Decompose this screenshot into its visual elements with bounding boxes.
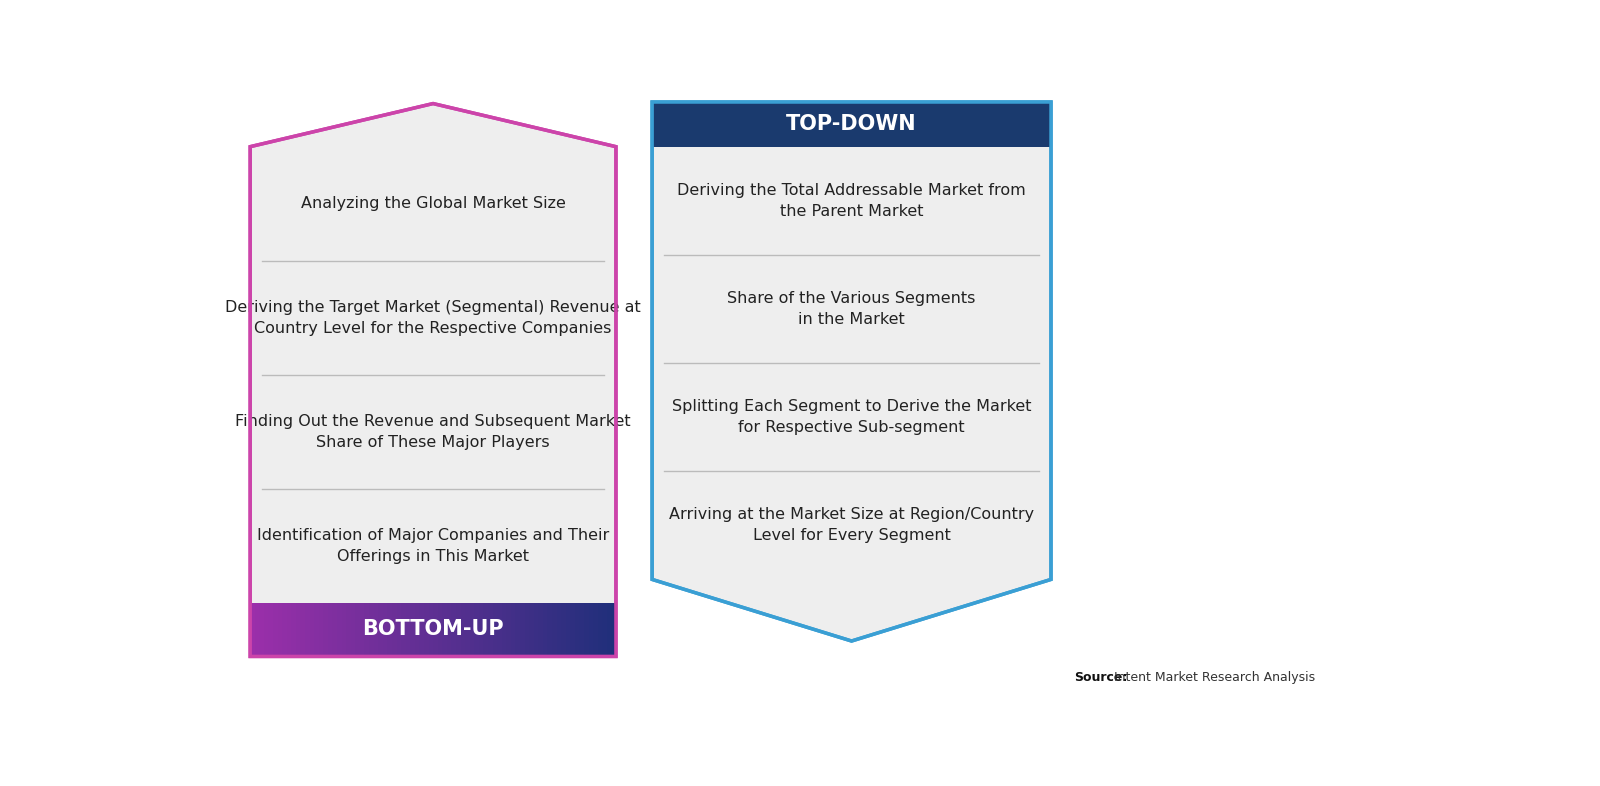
Bar [306, 603, 310, 656]
Text: Analyzing the Global Market Size: Analyzing the Global Market Size [301, 196, 565, 211]
Bar [291, 603, 296, 656]
Text: Arriving at the Market Size at Region/Country
Level for Every Segment: Arriving at the Market Size at Region/Co… [669, 507, 1034, 543]
Bar [286, 603, 291, 656]
Bar [310, 603, 315, 656]
Bar [259, 603, 264, 656]
Bar [278, 603, 283, 656]
Bar [419, 603, 424, 656]
Bar [466, 603, 470, 656]
Bar [538, 603, 542, 656]
Bar [424, 603, 429, 656]
Bar [483, 603, 488, 656]
Bar [323, 603, 328, 656]
Bar [515, 603, 520, 656]
Bar [534, 603, 539, 656]
Bar [382, 603, 387, 656]
Bar [589, 603, 594, 656]
Bar [342, 603, 347, 656]
Bar [282, 603, 286, 656]
Bar [370, 603, 374, 656]
Bar [493, 603, 498, 656]
Bar [350, 603, 355, 656]
Bar [333, 603, 338, 656]
Bar [584, 603, 589, 656]
Text: Deriving the Target Market (Segmental) Revenue at
Country Level for the Respecti: Deriving the Target Market (Segmental) R… [226, 299, 642, 336]
Bar [301, 603, 306, 656]
Bar [510, 603, 515, 656]
Text: BOTTOM-UP: BOTTOM-UP [362, 619, 504, 640]
Bar [606, 603, 611, 656]
Bar [566, 603, 571, 656]
Polygon shape [250, 104, 616, 656]
Bar [264, 603, 269, 656]
Bar [520, 603, 525, 656]
Bar [296, 603, 301, 656]
Bar [502, 603, 507, 656]
Text: Splitting Each Segment to Derive the Market
for Respective Sub-segment: Splitting Each Segment to Derive the Mar… [672, 399, 1032, 435]
Bar [506, 603, 510, 656]
Bar [525, 603, 530, 656]
Bar [346, 603, 350, 656]
Bar [602, 603, 606, 656]
Bar [456, 603, 461, 656]
Bar [410, 603, 414, 656]
Bar [387, 603, 392, 656]
Bar [406, 603, 411, 656]
Bar [446, 603, 451, 656]
Bar [360, 603, 365, 656]
Bar [250, 603, 254, 656]
Text: Deriving the Total Addressable Market from
the Parent Market: Deriving the Total Addressable Market fr… [677, 183, 1026, 219]
Bar [488, 603, 493, 656]
Bar [397, 603, 402, 656]
Bar [547, 603, 552, 656]
Bar [474, 603, 478, 656]
Text: Intent Market Research Analysis: Intent Market Research Analysis [1114, 671, 1315, 685]
Polygon shape [653, 102, 1051, 641]
Bar [328, 603, 333, 656]
Text: Source:: Source: [1074, 671, 1128, 685]
Bar [318, 603, 323, 656]
Bar [653, 102, 1051, 147]
Bar [269, 603, 274, 656]
Bar [470, 603, 475, 656]
Text: Identification of Major Companies and Their
Offerings in This Market: Identification of Major Companies and Th… [258, 527, 610, 564]
Bar [498, 603, 502, 656]
Bar [374, 603, 379, 656]
Bar [451, 603, 456, 656]
Bar [552, 603, 557, 656]
Bar [414, 603, 419, 656]
Bar [461, 603, 466, 656]
Bar [365, 603, 370, 656]
Bar [402, 603, 406, 656]
Bar [570, 603, 574, 656]
Bar [254, 603, 259, 656]
Bar [338, 603, 342, 656]
Text: TOP-DOWN: TOP-DOWN [786, 114, 917, 134]
Bar [378, 603, 382, 656]
Bar [478, 603, 483, 656]
Text: Share of the Various Segments
in the Market: Share of the Various Segments in the Mar… [728, 291, 976, 327]
Bar [542, 603, 547, 656]
Text: Finding Out the Revenue and Subsequent Market
Share of These Major Players: Finding Out the Revenue and Subsequent M… [235, 413, 630, 450]
Bar [314, 603, 318, 656]
Bar [442, 603, 446, 656]
Bar [594, 603, 598, 656]
Bar [274, 603, 278, 656]
Bar [434, 603, 438, 656]
Bar [611, 603, 616, 656]
Bar [429, 603, 434, 656]
Bar [530, 603, 534, 656]
Bar [355, 603, 360, 656]
Bar [574, 603, 579, 656]
Bar [392, 603, 397, 656]
Bar [598, 603, 603, 656]
Bar [562, 603, 566, 656]
Bar [579, 603, 584, 656]
Bar [557, 603, 562, 656]
Bar [438, 603, 443, 656]
